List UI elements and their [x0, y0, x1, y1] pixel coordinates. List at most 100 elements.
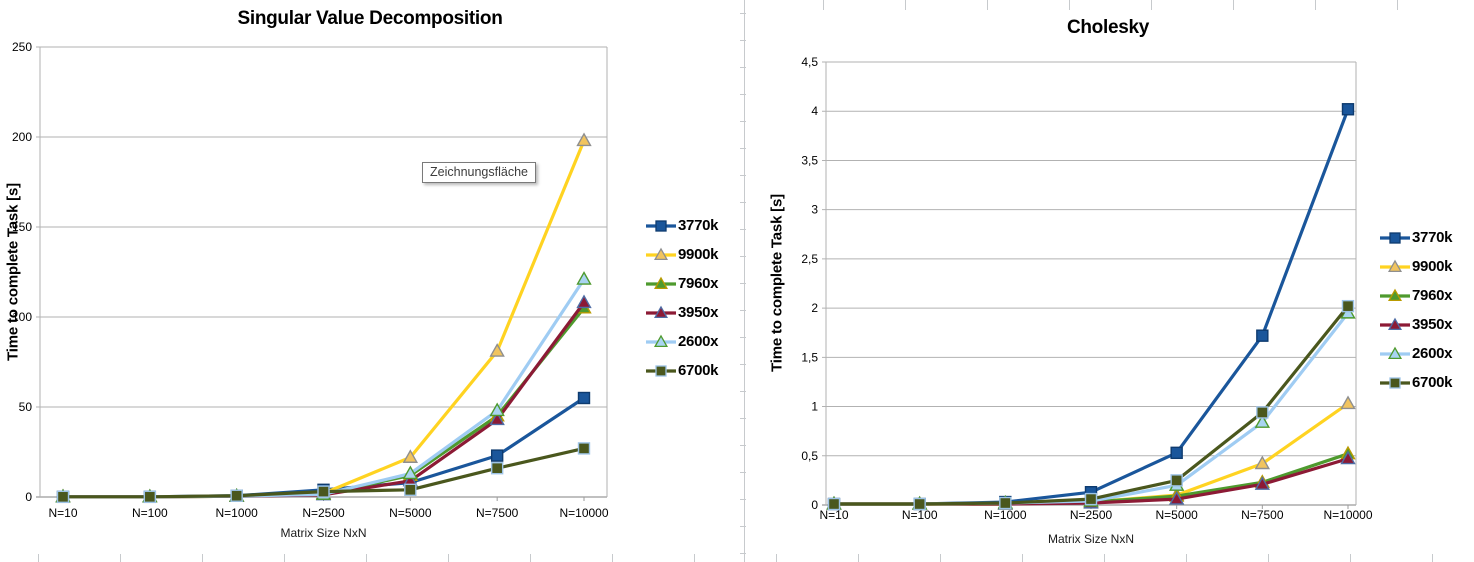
series-marker[interactable] — [490, 462, 504, 475]
legend-marker-6700k — [646, 364, 676, 377]
series-marker[interactable] — [1256, 406, 1269, 419]
y-tick-label: 0,5 — [801, 449, 818, 463]
series-marker[interactable] — [655, 364, 667, 377]
series-marker[interactable] — [576, 294, 592, 309]
series-marker[interactable] — [317, 485, 330, 498]
legend-item-6700k[interactable]: 6700k — [646, 356, 719, 385]
series-line-2600x[interactable] — [63, 278, 586, 499]
sheet-gridline-tick — [858, 554, 859, 562]
svd-chart[interactable]: Singular Value Decomposition Time to com… — [0, 0, 740, 553]
sheet-gridline-tick — [1186, 554, 1187, 562]
series-marker[interactable] — [1340, 450, 1356, 465]
legend-item-2600x[interactable]: 2600x — [646, 327, 719, 356]
series-marker[interactable] — [576, 132, 592, 147]
legend-item-7960x[interactable]: 7960x — [646, 269, 719, 298]
cholesky-plot-area[interactable]: 0 0,5 1 1,5 2 2,5 3 3,5 4 4,5 N=10 N=100 N=1000 N=250… — [752, 10, 1464, 552]
series-marker[interactable] — [653, 305, 669, 318]
series-marker[interactable] — [653, 334, 669, 347]
series-marker[interactable] — [1170, 474, 1183, 487]
series-line-9900k[interactable] — [63, 139, 586, 499]
y-tick-label: 150 — [12, 220, 32, 234]
x-tick-label: N=100 — [132, 506, 168, 520]
series-marker[interactable] — [404, 483, 417, 496]
series-marker[interactable] — [489, 402, 505, 417]
sheet-gridline-tick — [740, 472, 746, 473]
legend-item-9900k[interactable]: 9900k — [646, 240, 719, 269]
y-tick-label: 0 — [811, 498, 818, 512]
series-line-7960x[interactable] — [63, 306, 586, 499]
legend-label: 7960x — [678, 275, 719, 292]
series-line-3770k[interactable] — [834, 108, 1350, 506]
series-marker[interactable] — [1387, 346, 1403, 359]
series-marker[interactable] — [827, 497, 841, 511]
series-marker[interactable] — [402, 449, 419, 463]
x-tick-label: N=5000 — [389, 506, 432, 520]
series-marker[interactable] — [143, 490, 157, 504]
series-marker[interactable] — [1254, 414, 1271, 428]
legend-item-3950x[interactable]: 3950x — [646, 298, 719, 327]
series-marker[interactable] — [655, 219, 667, 232]
legend-item-9900k[interactable]: 9900k — [1380, 252, 1453, 281]
sheet-gridline-tick — [1151, 0, 1152, 10]
legend-item-6700k[interactable]: 6700k — [1380, 368, 1453, 397]
legend-label: 9900k — [1412, 258, 1453, 275]
series-line-6700k[interactable] — [834, 305, 1350, 506]
svd-plot-area[interactable]: 0 50 100 150 200 250 N=10 N=100 N=1000 N=2500 N=50… — [0, 0, 740, 553]
series-marker[interactable] — [653, 276, 669, 289]
series-marker[interactable] — [1168, 490, 1185, 505]
cholesky-chart[interactable]: Cholesky Time to complete Task [s] 0 0,5 1… — [752, 10, 1464, 552]
series-marker[interactable] — [1254, 476, 1271, 490]
series-marker[interactable] — [577, 391, 591, 405]
series-marker[interactable] — [489, 343, 505, 357]
x-tick-label: N=10000 — [559, 506, 608, 520]
series-marker[interactable] — [489, 411, 505, 426]
svd-legend: 3770k 9900k 7960x 3950x 2600x 6700k — [646, 211, 719, 385]
series-marker[interactable] — [1389, 231, 1401, 244]
legend-item-7960x[interactable]: 7960x — [1380, 281, 1453, 310]
sheet-gridline-tick — [740, 553, 746, 554]
sheet-gridline-tick — [740, 121, 746, 122]
cholesky-legend: 3770k 9900k 7960x 3950x 2600x 6700k — [1380, 223, 1453, 397]
series-marker[interactable] — [1084, 492, 1098, 506]
series-marker[interactable] — [1387, 259, 1403, 272]
series-line-3770k[interactable] — [63, 396, 585, 499]
legend-marker-9900k — [646, 247, 676, 260]
chart-area-tooltip: Zeichnungsfläche — [422, 162, 536, 183]
sheet-gridline-tick — [740, 175, 746, 176]
sheet-gridline-tick — [740, 364, 746, 365]
series-marker[interactable] — [653, 247, 669, 260]
series-marker[interactable] — [230, 489, 243, 502]
legend-item-3950x[interactable]: 3950x — [1380, 310, 1453, 339]
series-marker[interactable] — [1389, 376, 1401, 389]
legend-label: 9900k — [678, 246, 719, 263]
sheet-gridline-tick — [202, 554, 203, 562]
series-line-2600x[interactable] — [834, 312, 1350, 506]
series-marker[interactable] — [490, 449, 504, 462]
sheet-gridline-tick — [1432, 554, 1433, 562]
x-tick-label: N=100 — [902, 508, 938, 522]
y-tick-label: 4 — [811, 104, 818, 118]
series-marker[interactable] — [1387, 317, 1403, 330]
series-marker[interactable] — [1341, 103, 1355, 116]
legend-item-2600x[interactable]: 2600x — [1380, 339, 1453, 368]
legend-marker-3950x — [646, 305, 676, 318]
legend-item-3770k[interactable]: 3770k — [1380, 223, 1453, 252]
sheet-gridline-tick — [740, 283, 746, 284]
series-marker[interactable] — [1170, 446, 1183, 460]
legend-item-3770k[interactable]: 3770k — [646, 211, 719, 240]
series-marker[interactable] — [576, 271, 592, 285]
x-tick-label: N=2500 — [1070, 508, 1113, 522]
series-marker[interactable] — [1254, 455, 1271, 470]
series-marker[interactable] — [56, 490, 70, 504]
series-marker[interactable] — [1256, 329, 1269, 342]
series-marker[interactable] — [402, 465, 419, 480]
series-marker[interactable] — [577, 442, 591, 455]
series-marker[interactable] — [913, 497, 926, 511]
y-tick-label: 2 — [811, 301, 818, 315]
series-marker[interactable] — [1341, 299, 1355, 313]
series-marker[interactable] — [1387, 288, 1403, 301]
legend-marker-9900k — [1380, 259, 1410, 272]
series-marker[interactable] — [999, 496, 1012, 510]
sheet-gridline-tick — [366, 554, 367, 562]
series-marker[interactable] — [1340, 395, 1356, 410]
